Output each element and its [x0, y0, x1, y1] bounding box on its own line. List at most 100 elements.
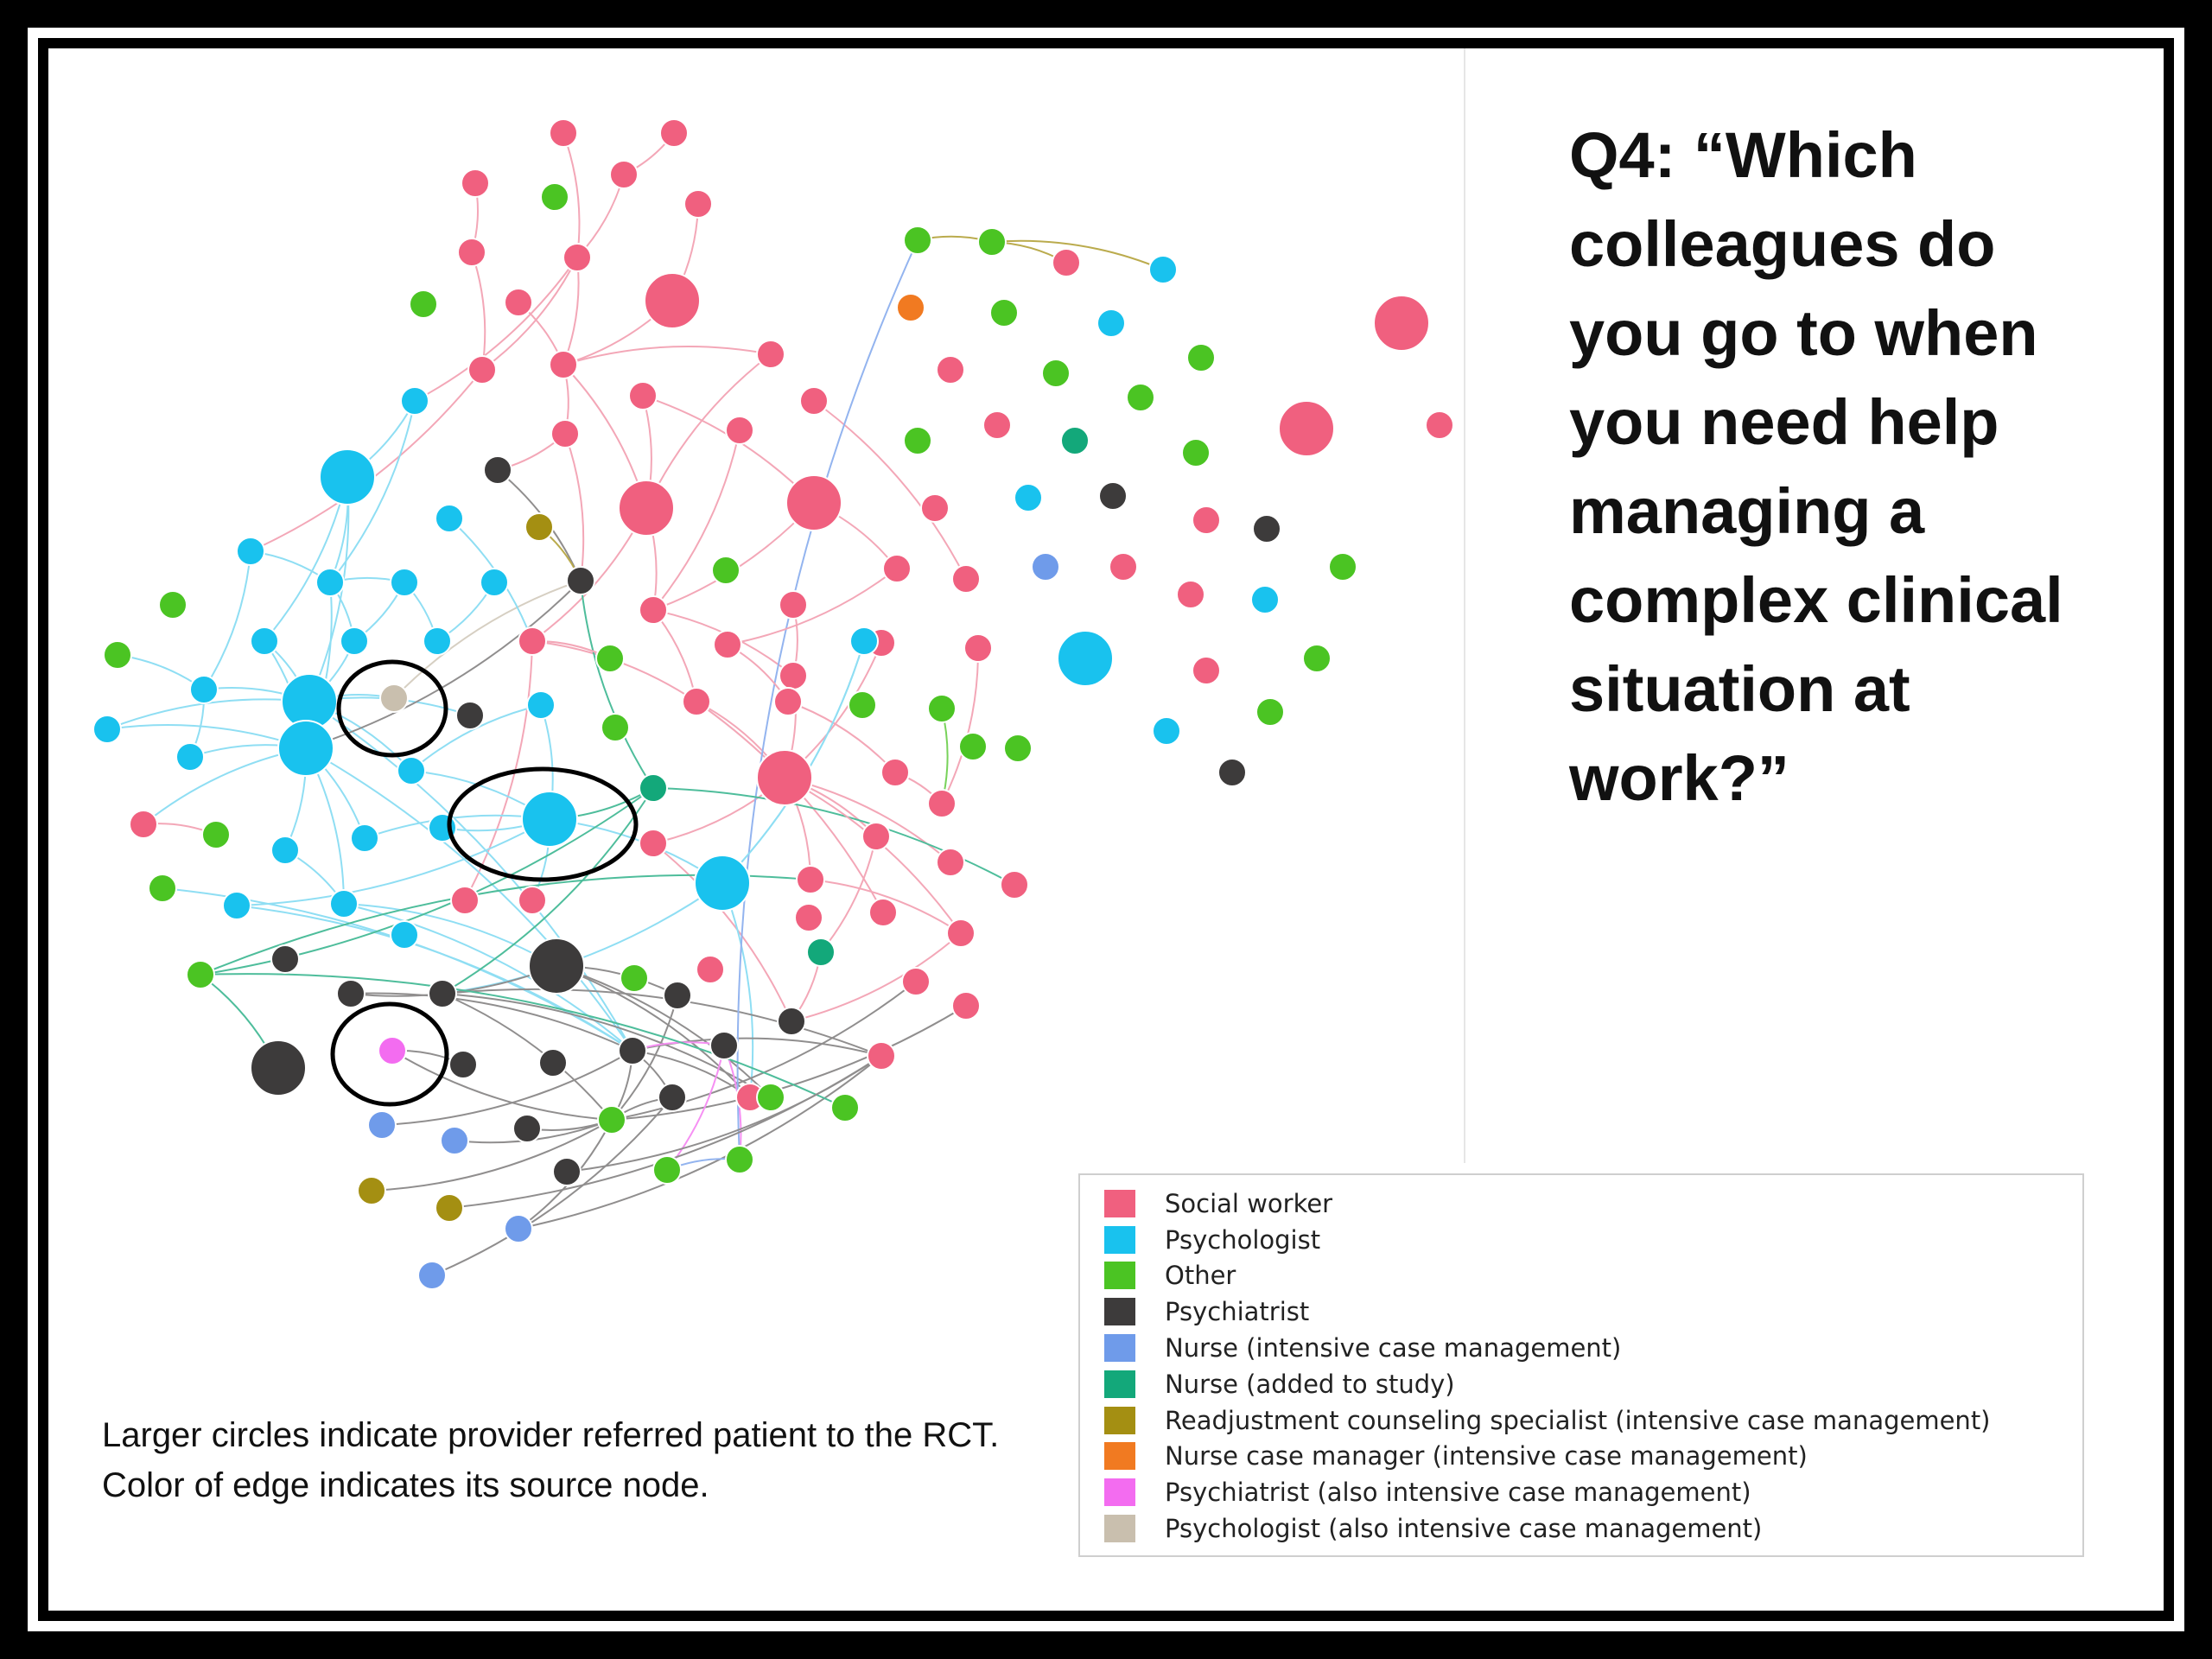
network-edge — [563, 346, 772, 365]
network-edge — [393, 580, 582, 699]
node-social-worker — [880, 758, 910, 787]
node-social-worker — [129, 810, 158, 839]
network-edge — [381, 1050, 633, 1126]
node-social-worker — [773, 687, 803, 716]
node-social-worker — [1109, 552, 1138, 582]
node-other — [711, 556, 741, 585]
node-social-worker — [696, 955, 725, 984]
network-edge — [106, 698, 310, 730]
network-edge — [391, 1050, 613, 1121]
node-social-worker — [618, 480, 675, 537]
network-edge — [556, 965, 751, 1098]
node-other — [1328, 552, 1357, 582]
network-edge — [518, 1055, 882, 1230]
legend-item-psychiatrist: Psychiatrist — [1080, 1294, 2082, 1330]
network-edge — [563, 132, 581, 258]
node-social-worker — [457, 238, 486, 267]
node-psychologist — [319, 448, 376, 505]
node-other — [601, 713, 630, 742]
node-other — [1003, 734, 1033, 763]
network-edge — [652, 842, 792, 1022]
node-nurse-icm — [1031, 552, 1060, 582]
network-edge — [200, 973, 846, 1109]
node-nurse-icm — [440, 1126, 469, 1155]
node-psychologist — [315, 568, 345, 597]
node-psychiatrist — [1217, 758, 1247, 787]
network-edge — [727, 568, 898, 645]
network-edge — [410, 704, 542, 772]
network-edge — [350, 992, 633, 1052]
node-psychologist — [277, 720, 334, 777]
node-social-worker — [504, 288, 533, 317]
highlight-ring-psychologist-icm — [336, 659, 448, 758]
node-psychiatrist — [512, 1114, 542, 1143]
node-social-worker — [779, 590, 808, 620]
node-psychologist — [1014, 483, 1043, 512]
node-psychiatrist — [528, 938, 585, 995]
node-other — [989, 298, 1019, 327]
node-social-worker — [1176, 580, 1205, 609]
node-psychologist — [250, 626, 279, 656]
node-social-worker — [868, 898, 898, 927]
node-social-worker — [951, 991, 981, 1020]
node-social-worker — [1278, 400, 1335, 457]
node-psychiatrist — [270, 944, 300, 974]
network-edge — [471, 251, 486, 371]
node-social-worker — [779, 661, 808, 690]
node-other — [725, 1145, 754, 1174]
network-edge — [941, 647, 980, 804]
legend-item-psychologist-icm: Psychologist (also intensive case manage… — [1080, 1510, 2082, 1547]
node-psychologist — [694, 855, 751, 912]
network-edge — [556, 965, 772, 1098]
network-edge — [442, 993, 613, 1121]
node-social-worker — [1192, 656, 1221, 685]
node-psychiatrist — [1098, 481, 1128, 511]
network-edge — [632, 1050, 751, 1098]
legend-item-nurse-added: Nurse (added to study) — [1080, 1366, 2082, 1402]
legend-swatch — [1104, 1298, 1135, 1326]
node-other — [958, 732, 988, 761]
node-psychiatrist — [663, 981, 692, 1010]
node-psychiatrist — [336, 979, 365, 1008]
network-edge — [642, 395, 815, 504]
caption-note: Larger circles indicate provider referre… — [102, 1416, 1000, 1504]
legend-label: Other — [1165, 1261, 1236, 1291]
legend-list: Social worker Psychologist Other Psychia… — [1080, 1175, 2082, 1547]
node-psychologist — [222, 891, 251, 920]
legend-label: Psychiatrist — [1165, 1297, 1310, 1327]
node-other — [1126, 383, 1155, 412]
legend-swatch — [1104, 1442, 1135, 1471]
node-psychologist — [270, 836, 300, 865]
network-edge — [431, 1096, 673, 1276]
node-other — [595, 644, 625, 673]
node-other — [540, 182, 569, 212]
node-psychologist — [390, 920, 419, 950]
network-edge — [308, 701, 633, 1052]
node-social-worker — [713, 630, 742, 659]
node-social-worker — [756, 749, 813, 806]
node-other — [597, 1105, 626, 1135]
node-psychologist — [423, 626, 452, 656]
node-psychiatrist — [448, 1050, 478, 1079]
node-social-worker — [682, 687, 711, 716]
node-other — [1181, 438, 1211, 467]
node-other — [148, 874, 177, 903]
node-readjustment-specialist — [435, 1193, 464, 1223]
legend-label: Nurse (intensive case management) — [1165, 1333, 1622, 1363]
node-readjustment-specialist — [357, 1176, 386, 1205]
legend-item-social-worker: Social worker — [1080, 1185, 2082, 1222]
node-other — [1186, 343, 1216, 372]
node-social-worker — [1052, 248, 1081, 277]
node-nurse-added — [1060, 426, 1090, 455]
network-edge — [611, 1005, 967, 1121]
node-social-worker — [549, 350, 578, 379]
panel-divider — [1464, 48, 1465, 1163]
node-social-worker — [927, 789, 957, 818]
node-social-worker — [796, 865, 825, 894]
node-other — [103, 640, 132, 670]
node-social-worker — [609, 160, 639, 189]
node-social-worker — [1192, 505, 1221, 535]
node-nurse-icm — [367, 1110, 397, 1140]
network-nodes — [92, 118, 1454, 1290]
node-social-worker — [901, 967, 931, 996]
